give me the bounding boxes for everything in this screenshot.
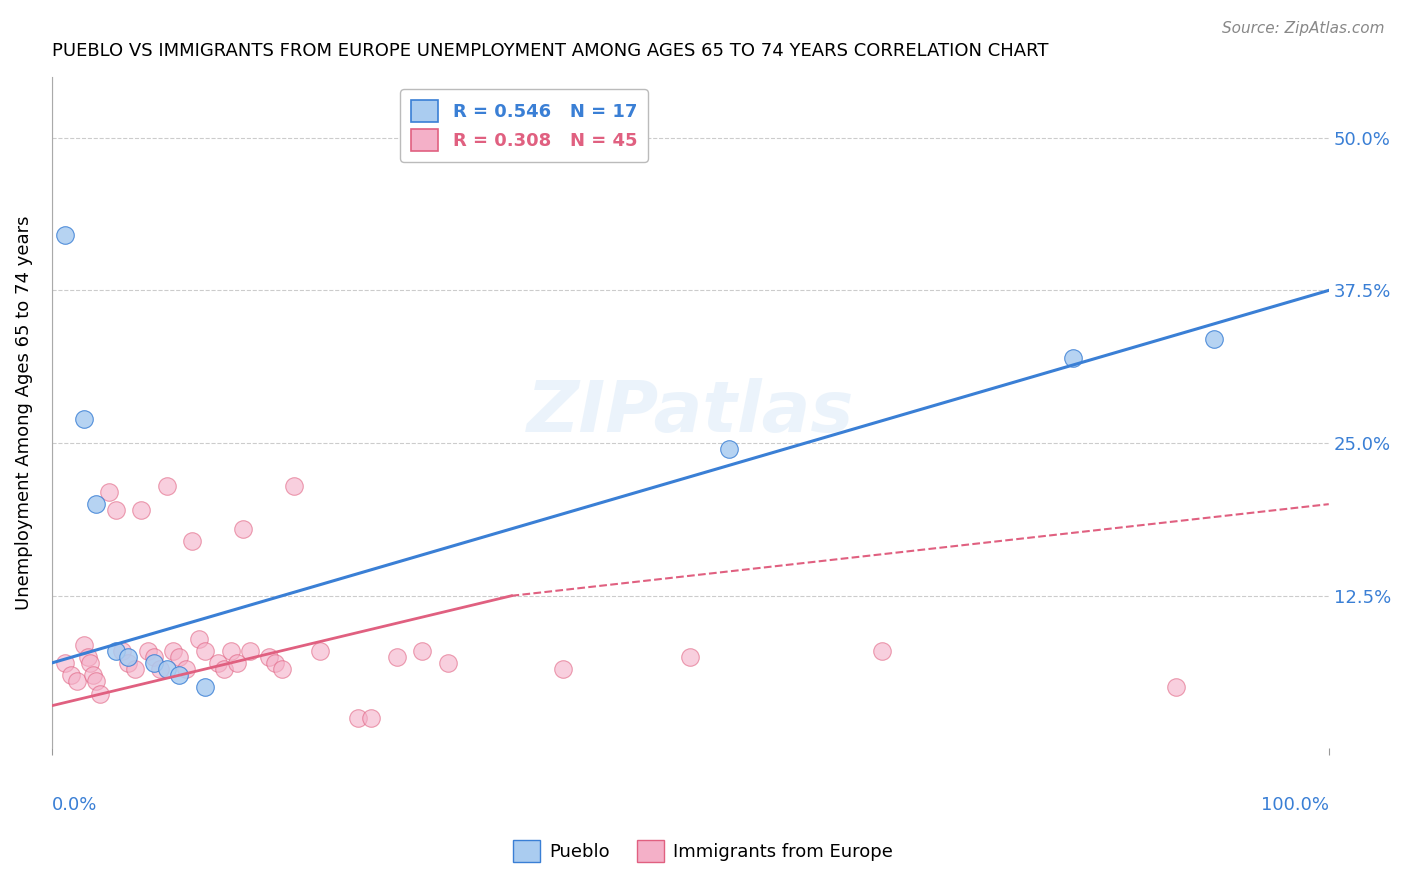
Point xyxy=(207,656,229,670)
Point xyxy=(174,662,197,676)
Point xyxy=(212,662,235,676)
Point xyxy=(226,656,249,670)
Point xyxy=(59,668,82,682)
Point xyxy=(53,656,76,670)
Point xyxy=(53,228,76,243)
Point xyxy=(295,765,318,780)
Point xyxy=(360,711,382,725)
Point xyxy=(322,765,344,780)
Point xyxy=(162,644,184,658)
Point xyxy=(219,644,242,658)
Point xyxy=(679,649,702,664)
Point xyxy=(1202,332,1225,346)
Point xyxy=(149,662,172,676)
Point xyxy=(257,649,280,664)
Point xyxy=(89,686,111,700)
Text: 100.0%: 100.0% xyxy=(1261,796,1329,814)
Point xyxy=(181,533,204,548)
Point xyxy=(104,644,127,658)
Point xyxy=(207,765,229,780)
Point xyxy=(156,662,179,676)
Point xyxy=(129,503,152,517)
Point xyxy=(270,662,292,676)
Point xyxy=(1164,681,1187,695)
Point xyxy=(1062,351,1084,365)
Point xyxy=(79,656,101,670)
Point xyxy=(347,765,370,780)
Point xyxy=(347,711,370,725)
Point xyxy=(73,638,96,652)
Point xyxy=(98,485,121,500)
Point xyxy=(436,656,458,670)
Text: ZIPatlas: ZIPatlas xyxy=(527,378,853,447)
Point xyxy=(156,479,179,493)
Point xyxy=(142,656,165,670)
Point xyxy=(66,674,89,689)
Point xyxy=(86,674,108,689)
Point xyxy=(169,668,191,682)
Text: PUEBLO VS IMMIGRANTS FROM EUROPE UNEMPLOYMENT AMONG AGES 65 TO 74 YEARS CORRELAT: PUEBLO VS IMMIGRANTS FROM EUROPE UNEMPLO… xyxy=(52,42,1049,60)
Point xyxy=(82,668,104,682)
Point xyxy=(169,649,191,664)
Point xyxy=(232,522,254,536)
Point xyxy=(717,442,740,457)
Point xyxy=(194,681,217,695)
Point xyxy=(187,632,209,646)
Point xyxy=(309,644,332,658)
Point xyxy=(411,644,433,658)
Point xyxy=(86,497,108,511)
Point xyxy=(104,503,127,517)
Point xyxy=(232,765,254,780)
Point xyxy=(385,649,408,664)
Point xyxy=(124,662,146,676)
Y-axis label: Unemployment Among Ages 65 to 74 years: Unemployment Among Ages 65 to 74 years xyxy=(15,215,32,610)
Text: 0.0%: 0.0% xyxy=(52,796,97,814)
Point xyxy=(283,479,305,493)
Point xyxy=(73,411,96,425)
Point xyxy=(136,644,159,658)
Point xyxy=(264,656,287,670)
Point xyxy=(870,644,893,658)
Point xyxy=(239,644,262,658)
Point xyxy=(117,649,139,664)
Point xyxy=(111,644,134,658)
Point xyxy=(551,662,574,676)
Point xyxy=(76,649,98,664)
Legend: Pueblo, Immigrants from Europe: Pueblo, Immigrants from Europe xyxy=(506,833,900,870)
Legend: R = 0.546   N = 17, R = 0.308   N = 45: R = 0.546 N = 17, R = 0.308 N = 45 xyxy=(401,89,648,162)
Text: Source: ZipAtlas.com: Source: ZipAtlas.com xyxy=(1222,21,1385,36)
Point xyxy=(142,649,165,664)
Point xyxy=(117,656,139,670)
Point xyxy=(194,644,217,658)
